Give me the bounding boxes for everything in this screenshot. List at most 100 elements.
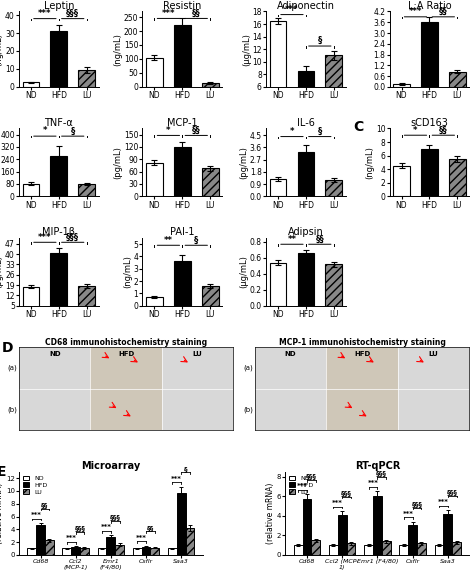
Bar <box>174 261 191 306</box>
Text: HFD: HFD <box>354 351 370 356</box>
Title: TNF-α: TNF-α <box>45 118 73 128</box>
Text: ***: *** <box>409 7 422 16</box>
Text: §§§: §§§ <box>66 233 79 241</box>
Bar <box>202 83 219 87</box>
Text: ***: *** <box>31 512 42 518</box>
Text: §§§: §§§ <box>110 514 121 520</box>
Text: HFD: HFD <box>118 351 134 356</box>
Text: (b): (b) <box>8 406 18 413</box>
Y-axis label: (μg/mL): (μg/mL) <box>242 33 251 66</box>
Bar <box>202 286 219 306</box>
Y-axis label: (pg/mL): (pg/mL) <box>0 255 4 288</box>
Bar <box>78 184 95 196</box>
Y-axis label: (pg/mL): (pg/mL) <box>239 146 248 179</box>
Text: **: ** <box>287 235 296 244</box>
Title: Leptin: Leptin <box>44 1 74 11</box>
Bar <box>78 70 95 87</box>
Text: ***: *** <box>162 9 175 18</box>
Bar <box>364 545 373 555</box>
Bar <box>91 389 162 430</box>
Text: §§: §§ <box>192 126 201 135</box>
Text: D: D <box>2 341 13 355</box>
Bar <box>115 545 124 555</box>
Bar <box>107 537 115 555</box>
Text: *: * <box>166 126 171 135</box>
Legend: ND, HFD, LU: ND, HFD, LU <box>22 475 48 495</box>
Bar <box>338 515 346 555</box>
Text: §: § <box>71 126 75 136</box>
Legend: ND, HFD, LU: ND, HFD, LU <box>289 475 314 495</box>
Title: MCP-1: MCP-1 <box>167 118 198 128</box>
Text: §§§: §§§ <box>341 490 352 496</box>
Bar <box>202 168 219 196</box>
Text: §§§: §§§ <box>74 525 85 531</box>
Bar <box>449 159 465 196</box>
Bar <box>146 58 163 87</box>
Y-axis label: (relative mRNA): (relative mRNA) <box>0 483 4 544</box>
Text: (b): (b) <box>244 406 254 413</box>
Y-axis label: (ng/mL): (ng/mL) <box>0 33 4 66</box>
Bar <box>435 545 443 555</box>
Text: §§§: §§§ <box>411 500 422 507</box>
Text: *: * <box>290 127 294 136</box>
Title: Microarray: Microarray <box>81 461 140 471</box>
Y-axis label: (ng/mL): (ng/mL) <box>123 255 132 288</box>
Bar <box>449 72 465 87</box>
Text: §§: §§ <box>439 125 448 134</box>
Text: §§§: §§§ <box>376 470 387 476</box>
Bar <box>421 149 438 196</box>
Bar <box>270 21 286 125</box>
Bar <box>302 499 311 555</box>
Bar <box>45 540 54 555</box>
Text: §§§: §§§ <box>447 489 457 495</box>
Title: Adipsin: Adipsin <box>288 227 324 237</box>
Bar <box>400 545 408 555</box>
Bar <box>174 25 191 87</box>
Bar <box>325 180 342 196</box>
Y-axis label: (relative mRNA): (relative mRNA) <box>266 483 275 544</box>
Text: §§: §§ <box>315 235 324 244</box>
Bar <box>150 548 159 555</box>
Text: §: § <box>318 127 322 136</box>
Bar <box>23 184 39 196</box>
Text: §: § <box>194 236 199 245</box>
Text: ND: ND <box>49 351 61 356</box>
Title: Resistin: Resistin <box>163 1 201 11</box>
Text: §§: §§ <box>439 7 448 16</box>
Bar <box>78 286 95 313</box>
Bar <box>346 543 356 555</box>
Bar <box>63 549 71 555</box>
Bar <box>393 84 410 87</box>
Y-axis label: (ng/mL): (ng/mL) <box>113 33 122 66</box>
Text: ***: *** <box>66 535 77 541</box>
Y-axis label: (μg/mL): (μg/mL) <box>239 255 248 288</box>
Bar <box>186 528 194 555</box>
Bar <box>298 253 314 306</box>
Bar <box>326 347 398 389</box>
Bar <box>326 389 398 430</box>
Bar <box>50 31 67 87</box>
Bar <box>177 493 186 555</box>
Title: sCD163: sCD163 <box>410 118 448 128</box>
Title: L:A Ratio: L:A Ratio <box>408 1 451 11</box>
Bar <box>23 287 39 313</box>
Bar <box>146 297 163 306</box>
Bar <box>408 525 417 555</box>
Bar <box>71 547 80 555</box>
Bar <box>298 71 314 125</box>
Text: **: ** <box>164 236 173 245</box>
Text: §§§: §§§ <box>306 474 317 479</box>
Bar <box>133 549 142 555</box>
Title: IL-6: IL-6 <box>297 118 315 128</box>
Title: Adiponectin: Adiponectin <box>277 1 335 11</box>
Text: §§§: §§§ <box>66 9 79 18</box>
Text: §§: §§ <box>147 525 154 531</box>
Text: ***: *** <box>172 475 182 482</box>
Bar <box>421 22 438 87</box>
Text: ***: *** <box>38 233 52 241</box>
Bar <box>452 542 461 555</box>
Text: (a): (a) <box>8 365 18 371</box>
Text: ***: *** <box>285 5 299 14</box>
Bar <box>80 548 89 555</box>
Text: ***: *** <box>332 500 343 506</box>
